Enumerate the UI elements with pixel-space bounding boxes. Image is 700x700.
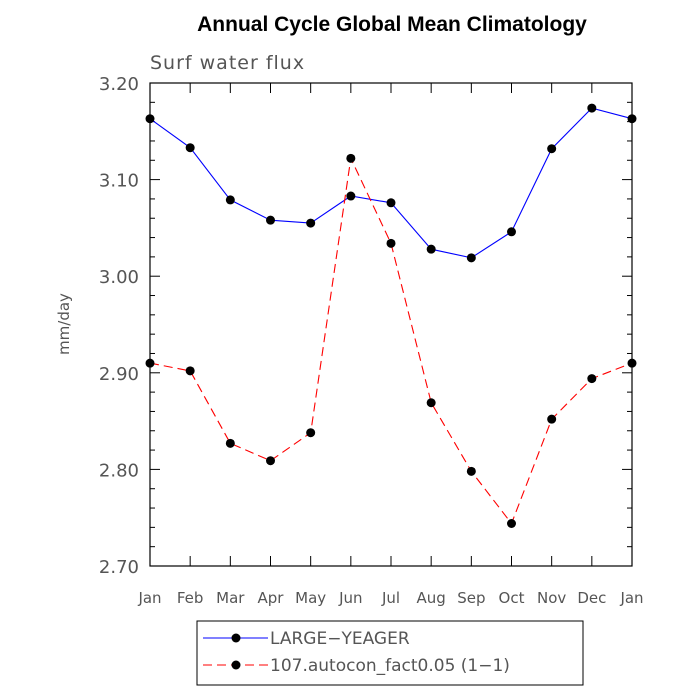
x-tick-labels: Jan Feb Mar Apr May Jun Jul Aug Sep Oct Nov Dec Jan [137, 589, 643, 607]
data-point [266, 215, 275, 225]
series-1 [145, 103, 637, 263]
data-point [547, 414, 557, 424]
data-point [306, 218, 316, 228]
data-point [426, 244, 436, 254]
legend-box [196, 620, 584, 686]
x-tick-label: Aug [417, 589, 446, 607]
x-tick-label: May [295, 589, 326, 607]
x-tick-label: Nov [537, 589, 566, 607]
y-tick-label: 3.00 [99, 267, 139, 288]
data-point [386, 238, 396, 248]
data-point [306, 428, 316, 438]
y-tick-label: 2.90 [99, 364, 139, 385]
x-tick-label: Jul [381, 589, 400, 607]
legend-entry-label: LARGE−YEAGER [270, 629, 410, 649]
data-point [145, 114, 155, 124]
data-point [346, 191, 356, 201]
x-tick-label: Mar [216, 589, 245, 607]
legend-marker [231, 660, 241, 670]
y-tick-labels: 2.70 2.80 2.90 3.00 3.10 3.20 [99, 74, 139, 578]
y-axis-label: mm/day [55, 293, 73, 355]
x-tick-label: Jun [338, 589, 362, 607]
x-tick-label: Feb [177, 589, 204, 607]
legend-marker [231, 633, 241, 643]
series-line [149, 156, 633, 525]
data-point [225, 438, 235, 448]
data-point [185, 366, 195, 376]
data-point [466, 253, 476, 263]
x-tick-label: Oct [499, 589, 525, 607]
x-tick-label: Jan [137, 589, 161, 607]
x-tick-label: Jan [619, 589, 643, 607]
series-2 [145, 153, 637, 528]
legend: LARGE−YEAGER 107.autocon_fact0.05 (1−1) [203, 629, 510, 676]
data-point [346, 153, 356, 163]
data-point [225, 195, 235, 205]
axis-ticks [149, 82, 633, 567]
data-point [627, 114, 637, 124]
chart-subtitle: Surf water flux [150, 52, 305, 74]
y-tick-label: 2.70 [99, 557, 139, 578]
series-line [149, 107, 633, 259]
data-point [386, 198, 396, 208]
data-point [145, 358, 155, 368]
data-point [507, 518, 516, 528]
data-point [587, 374, 597, 384]
data-point [587, 103, 597, 113]
x-tick-label: Sep [457, 589, 485, 607]
data-point [266, 456, 275, 466]
x-tick-label: Apr [258, 589, 285, 607]
series-layer [145, 103, 637, 528]
data-point [547, 144, 557, 154]
data-point [426, 398, 436, 408]
data-point [185, 143, 195, 153]
y-tick-label: 3.20 [99, 74, 139, 95]
data-point [507, 227, 516, 237]
data-point [627, 358, 637, 368]
legend-entry-label: 107.autocon_fact0.05 (1−1) [270, 656, 510, 676]
x-tick-label: Dec [577, 589, 606, 607]
chart-title: Annual Cycle Global Mean Climatology [197, 13, 587, 36]
plot-frame [149, 82, 633, 567]
y-tick-label: 2.80 [99, 460, 139, 481]
y-tick-label: 3.10 [99, 171, 139, 192]
data-point [466, 466, 476, 476]
